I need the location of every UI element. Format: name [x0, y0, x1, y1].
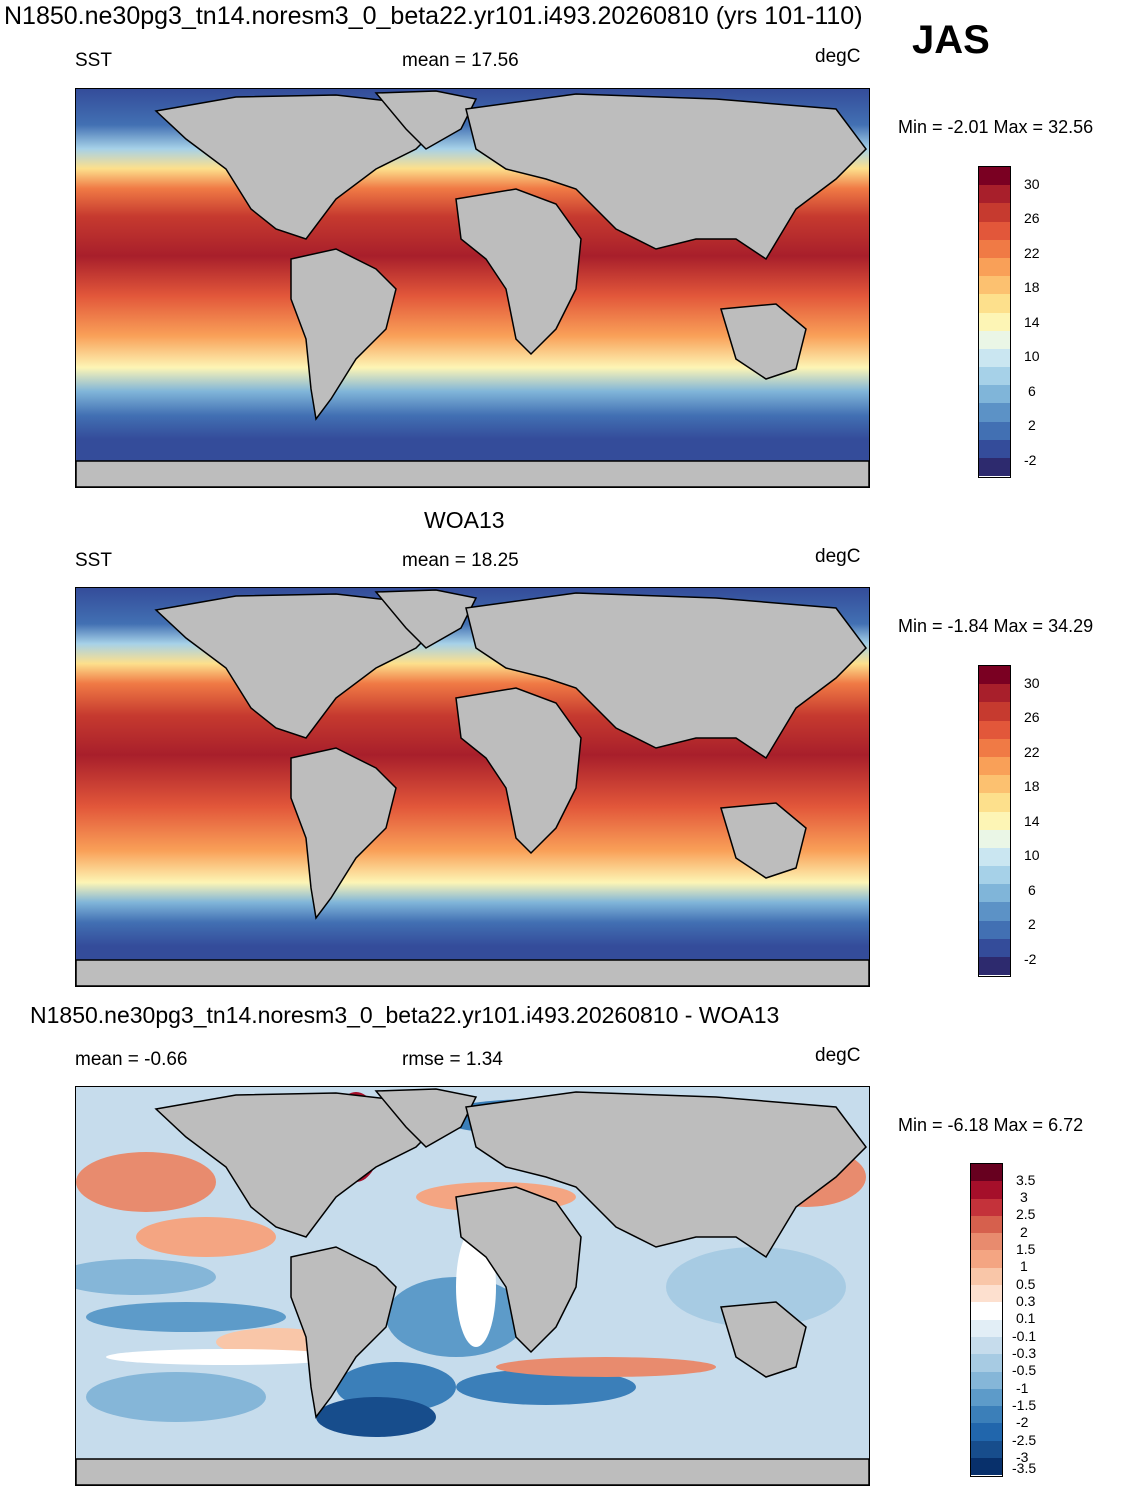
south-america — [290, 747, 397, 920]
colorbar-tick: 2 — [1020, 1224, 1028, 1240]
antarctica — [76, 460, 869, 487]
north-america — [154, 94, 438, 240]
colorbar-tick: -1 — [1016, 1380, 1029, 1396]
land-masses — [76, 90, 869, 487]
colorbar-tick: -3 — [1016, 1449, 1029, 1465]
colorbar-tick: 1 — [1020, 1258, 1028, 1274]
colorbar-tick: 6 — [1028, 383, 1036, 399]
panel1-minmax-label: Min = -2.01 Max = 32.56 — [898, 117, 1094, 137]
south-america — [290, 248, 397, 421]
land-masses — [76, 589, 869, 986]
panel3-map-difference — [75, 1086, 870, 1486]
colorbar-tick: 26 — [1024, 210, 1040, 226]
colorbar-tick: 0.1 — [1016, 1310, 1036, 1326]
australia — [720, 303, 807, 380]
colorbar-tick: 2 — [1028, 916, 1036, 932]
panel1-mean-label: mean = 17.56 — [402, 50, 519, 71]
north-america — [154, 1092, 438, 1238]
season-label: JAS — [912, 18, 990, 62]
colorbar-tick: 2.5 — [1016, 1206, 1036, 1222]
colorbar-tick: -2.5 — [1012, 1432, 1037, 1448]
africa — [455, 1186, 582, 1354]
colorbar-tick: 0.5 — [1016, 1276, 1036, 1292]
colorbar-tick: 0.3 — [1016, 1293, 1036, 1309]
figure-title: N1850.ne30pg3_tn14.noresm3_0_beta22.yr10… — [4, 2, 863, 30]
antarctica — [76, 959, 869, 986]
colorbar-tick: 14 — [1024, 314, 1040, 330]
panel3-mean-label: mean = -0.66 — [75, 1049, 188, 1070]
greenland — [374, 90, 478, 150]
colorbar-tick: -3.5 — [1012, 1460, 1037, 1476]
colorbar-tick: 18 — [1024, 778, 1040, 794]
colorbar-tick: 10 — [1024, 847, 1040, 863]
colorbar-tick: -2 — [1024, 951, 1037, 967]
colorbar-tick: -0.1 — [1012, 1328, 1037, 1344]
panel1-map-model-sst — [75, 88, 870, 488]
colorbar-tick: 22 — [1024, 245, 1040, 261]
panel2-map-woa13-sst — [75, 587, 870, 987]
greenland — [374, 1088, 478, 1148]
panel1-units-label: degC — [815, 46, 861, 67]
colorbar-tick: 2 — [1028, 417, 1036, 433]
colorbar-tick: 18 — [1024, 279, 1040, 295]
north-america — [154, 593, 438, 739]
antarctica — [76, 1458, 869, 1485]
colorbar-tick: 3.5 — [1016, 1172, 1036, 1188]
panel3-minmax-label: Min = -6.18 Max = 6.72 — [898, 1115, 1084, 1135]
land-masses — [76, 1088, 869, 1485]
africa — [455, 188, 582, 356]
colorbar-tick: 22 — [1024, 744, 1040, 760]
colorbar-tick: -1.5 — [1012, 1397, 1037, 1413]
eurasia — [465, 1091, 867, 1259]
africa — [455, 687, 582, 855]
south-america — [290, 1246, 397, 1419]
colorbar-tick: 3 — [1020, 1189, 1028, 1205]
panel1-variable-label: SST — [75, 50, 112, 71]
colorbar-tick: -2 — [1016, 1414, 1029, 1430]
colorbar-tick: 30 — [1024, 176, 1040, 192]
colorbar-tick: 10 — [1024, 348, 1040, 364]
panel2-variable-label: SST — [75, 550, 112, 571]
australia — [720, 802, 807, 879]
colorbar-tick: 1.5 — [1016, 1241, 1036, 1257]
colorbar-tick: 14 — [1024, 813, 1040, 829]
colorbar-tick: -0.3 — [1012, 1345, 1037, 1361]
panel3-heading: N1850.ne30pg3_tn14.noresm3_0_beta22.yr10… — [30, 1002, 780, 1028]
colorbar-tick: 26 — [1024, 709, 1040, 725]
panel2-units-label: degC — [815, 546, 861, 567]
panel3-rmse-label: rmse = 1.34 — [402, 1049, 503, 1070]
panel2-heading: WOA13 — [424, 507, 505, 533]
panel3-units-label: degC — [815, 1045, 861, 1066]
panel2-mean-label: mean = 18.25 — [402, 550, 519, 571]
panel2-minmax-label: Min = -1.84 Max = 34.29 — [898, 616, 1094, 636]
eurasia — [465, 592, 867, 760]
colorbar-tick: 30 — [1024, 675, 1040, 691]
eurasia — [465, 93, 867, 261]
greenland — [374, 589, 478, 649]
colorbar-tick: 6 — [1028, 882, 1036, 898]
colorbar-tick: -0.5 — [1012, 1362, 1037, 1378]
colorbar-tick: -2 — [1024, 452, 1037, 468]
australia — [720, 1301, 807, 1378]
